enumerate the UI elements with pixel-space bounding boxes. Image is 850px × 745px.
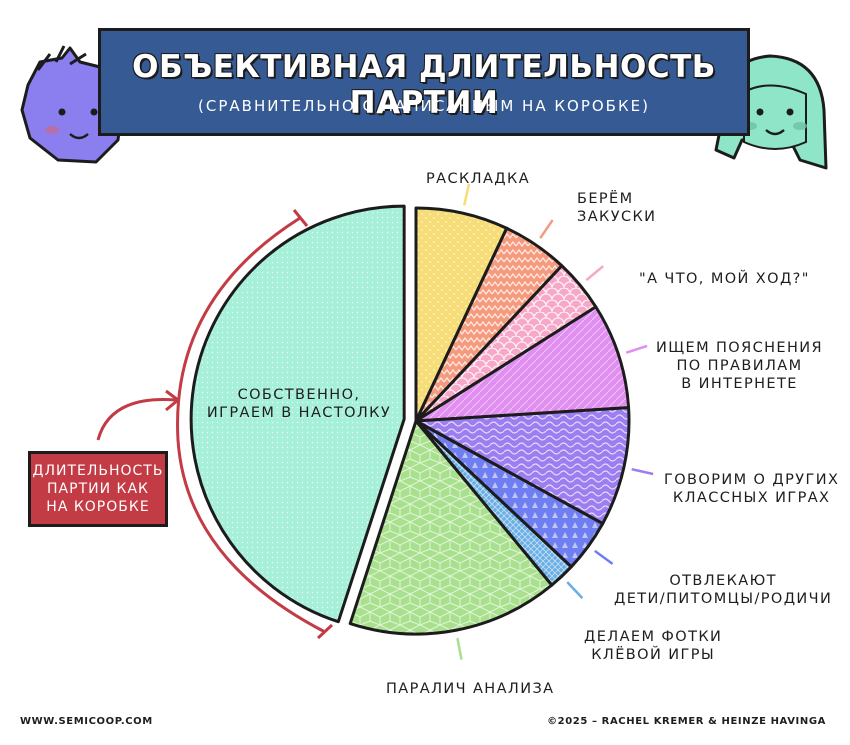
page-title: ОБЪЕКТИВНАЯ ДЛИТЕЛЬНОСТЬ ПАРТИИ	[132, 49, 716, 121]
leader-line-rules-lookup	[625, 344, 648, 354]
box-label-arrowhead	[165, 389, 180, 412]
page-subtitle: (СРАВНИТЕЛЬНО С НАПИСАННЫМ НА КОРОБКЕ)	[198, 97, 650, 115]
label-actual-play: СОБСТВЕННО, ИГРАЕМ В НАСТОЛКУ	[206, 387, 392, 421]
label-distractions: ОТВЛЕКАЮТ ДЕТИ/ПИТОМЦЫ/РОДИЧИ	[614, 573, 833, 607]
pie-slice-texture-rules-lookup	[414, 305, 631, 423]
box-label-arrow	[96, 398, 177, 441]
label-setup: РАСКЛАДКА	[426, 171, 531, 187]
pie-slice-texture-other-games	[414, 406, 631, 526]
leader-line-photos	[566, 581, 584, 599]
label-my-turn: "А ЧТО, МОЙ ХОД?"	[639, 271, 810, 287]
box-duration-bracket	[176, 216, 326, 634]
box-duration-label: ДЛИТЕЛЬНОСТЬ ПАРТИИ КАК НА КОРОБКЕ	[28, 451, 168, 527]
title-banner: ОБЪЕКТИВНАЯ ДЛИТЕЛЬНОСТЬ ПАРТИИ (СРАВНИТ…	[98, 28, 750, 136]
footer-copyright: ©2025 – RACHEL KREMER & HEINZE HAVINGA	[547, 716, 826, 727]
leader-line-analysis-paralysis	[456, 637, 463, 660]
leader-line-snacks	[539, 219, 554, 239]
label-rules-lookup: ИЩЕМ ПОЯСНЕНИЯ ПО ПРАВИЛАМ В ИНТЕРНЕТЕ	[656, 340, 823, 392]
bracket-tick-bottom	[316, 623, 334, 640]
label-photos: ДЕЛАЕМ ФОТКИ КЛЁВОЙ ИГРЫ	[584, 629, 723, 663]
leader-line-setup	[462, 183, 471, 206]
pie-slice-texture-actual-play	[189, 204, 406, 624]
leader-line-distractions	[594, 549, 614, 565]
bracket-tick-top	[292, 209, 309, 227]
leader-line-my-turn	[585, 265, 605, 282]
label-other-games: ГОВОРИМ О ДРУГИХ КЛАССНЫХ ИГРАХ	[664, 472, 840, 506]
label-analysis-paralysis: ПАРАЛИЧ АНАЛИЗА	[386, 681, 555, 697]
leader-line-other-games	[631, 467, 654, 476]
footer-website: WWW.SEMICOOP.COM	[20, 716, 153, 727]
pie-slice-texture-analysis-paralysis	[348, 419, 554, 636]
label-snacks: БЕРЁМ ЗАКУСКИ	[577, 191, 657, 225]
